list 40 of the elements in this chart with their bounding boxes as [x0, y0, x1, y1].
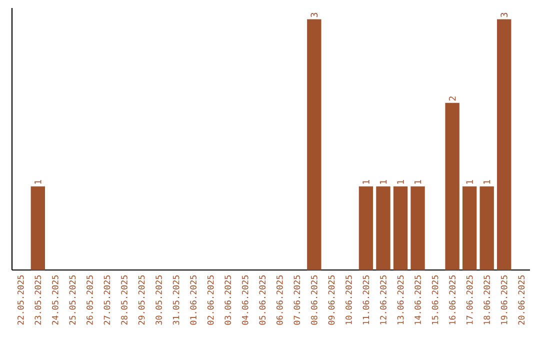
x-tick-label: 23.05.2025: [34, 275, 42, 325]
data-label: 1: [484, 180, 490, 184]
x-tick-label: 13.06.2025: [397, 275, 404, 324]
data-label: 1: [414, 180, 422, 184]
data-label: 1: [34, 180, 42, 184]
x-tick-label: 08.06.2025: [310, 275, 318, 325]
x-tick-label: 24.05.2025: [52, 275, 58, 325]
x-tick-label: 09.06.2025: [328, 275, 335, 325]
x-tick-label: 07.06.2025: [294, 275, 300, 325]
x-tick-label: 31.05.2025: [172, 275, 180, 325]
x-tick-label: 27.05.2025: [104, 275, 110, 325]
x-tick-label: 18.06.2025: [484, 275, 490, 324]
x-tick-label: 14.06.2025: [414, 275, 421, 324]
x-tick-label: 20.06.2025: [518, 275, 525, 325]
data-label: 1: [362, 180, 370, 184]
x-tick-label: 11.06.2025: [362, 275, 370, 324]
x-tick-label: 04.06.2025: [242, 275, 248, 325]
x-tick-label: 05.06.2025: [259, 275, 266, 325]
x-tick-label: 06.06.2025: [276, 275, 283, 325]
data-label: 1: [466, 180, 473, 184]
data-label: 3: [500, 12, 508, 18]
x-tick-label: 29.05.2025: [138, 275, 145, 325]
x-tick-label: 16.06.2025: [449, 275, 456, 324]
x-tick-label: 25.05.2025: [69, 275, 76, 325]
x-tick-label: 15.06.2025: [432, 275, 438, 324]
data-label: 1: [397, 180, 404, 184]
x-tick-label: 19.06.2025: [500, 275, 508, 324]
x-tick-label: 22.05.2025: [17, 275, 24, 325]
x-tick-label: 01.06.2025: [190, 275, 196, 325]
x-tick-label: 03.06.2025: [224, 275, 232, 325]
x-tick-label: 12.06.2025: [380, 275, 386, 324]
x-tick-label: 02.06.2025: [207, 275, 214, 325]
x-tick-label: 30.05.2025: [156, 275, 162, 325]
x-tick-label: 26.05.2025: [86, 275, 93, 325]
data-label: 1: [380, 180, 387, 184]
x-tick-label: 10.06.2025: [346, 275, 352, 324]
data-label: 3: [310, 12, 318, 18]
data-label: 2: [448, 96, 456, 101]
x-tick-label: 17.06.2025: [466, 275, 473, 324]
x-tick-label: 28.05.2025: [121, 275, 128, 325]
